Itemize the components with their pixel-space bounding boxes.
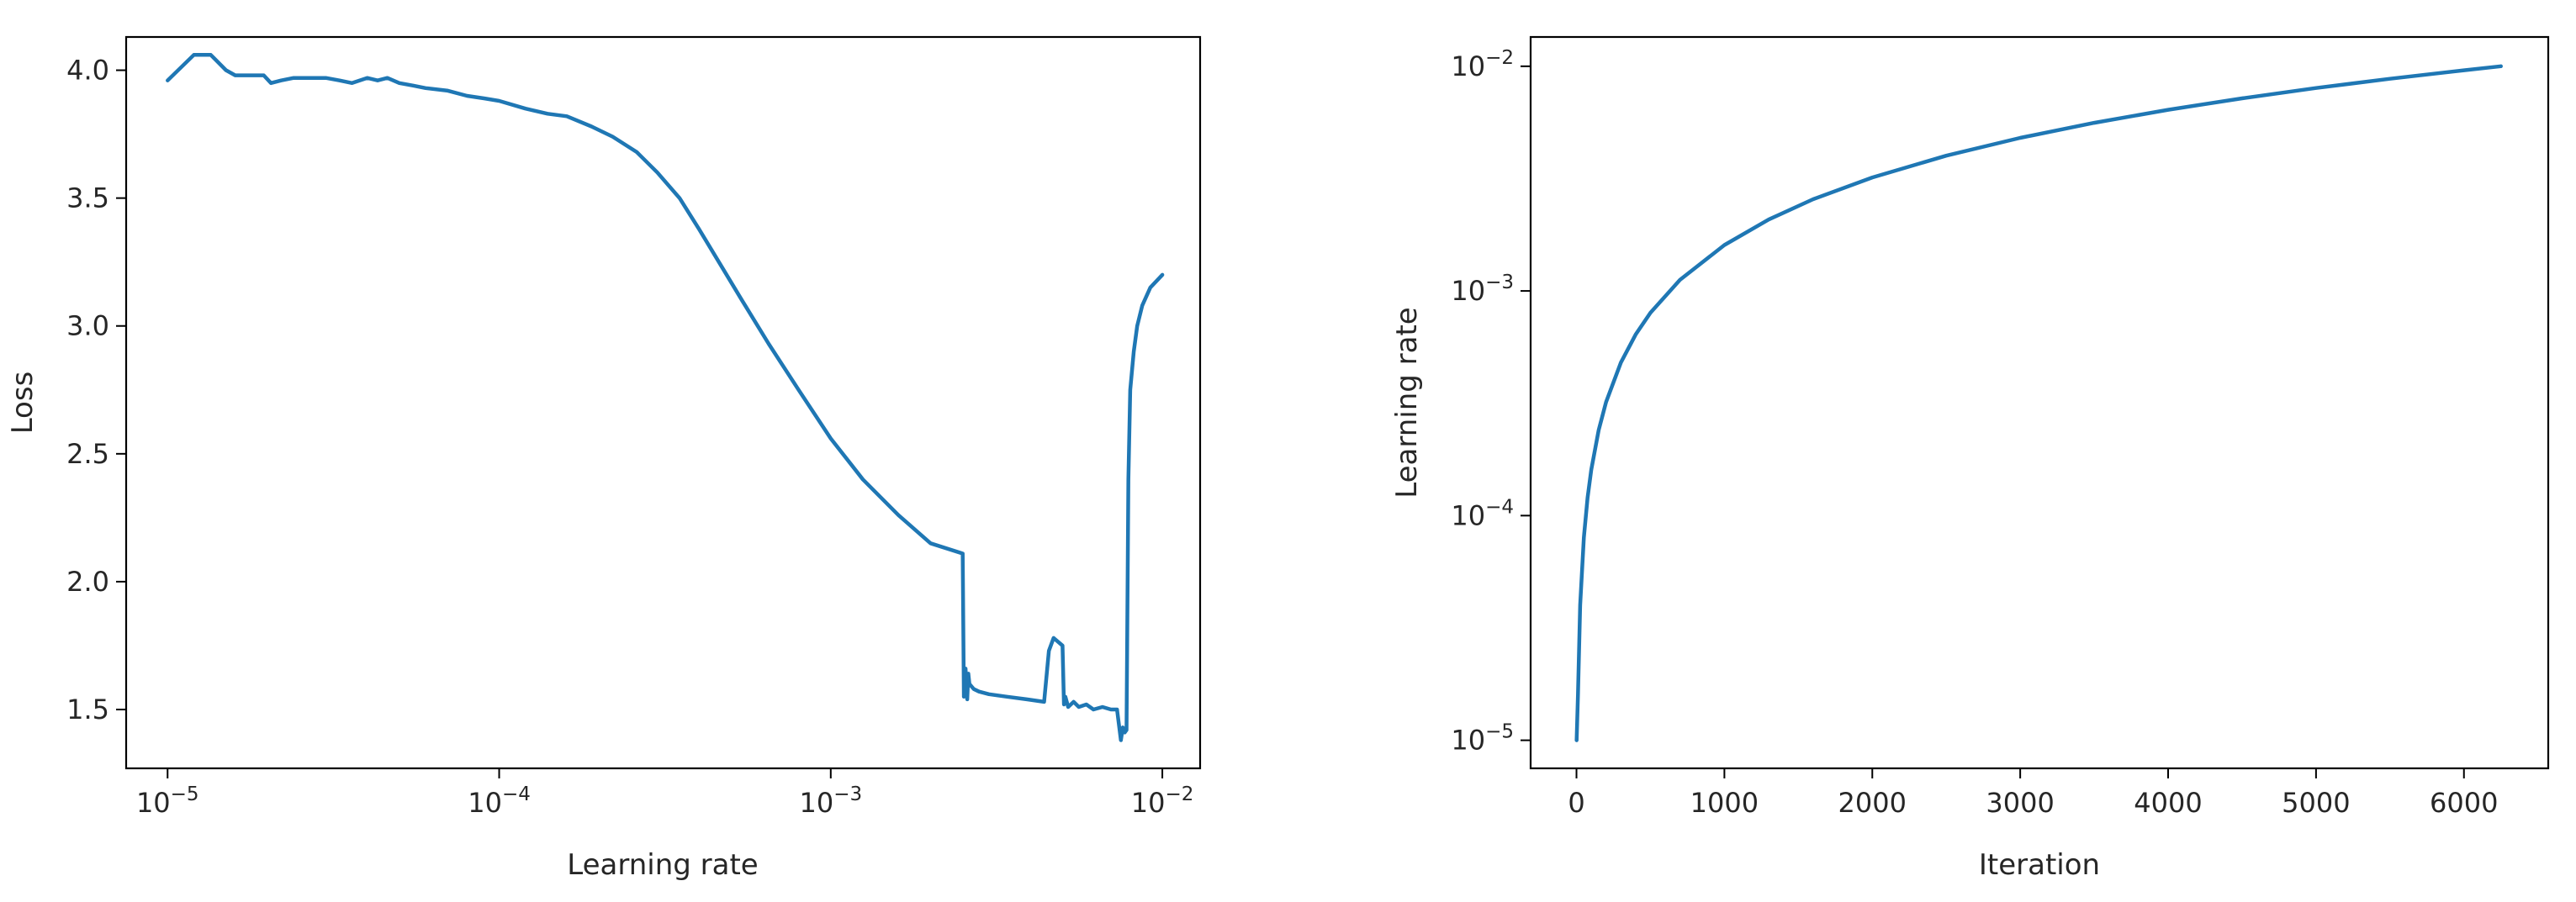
- chart1-y-tick-label-base: 10: [1451, 50, 1485, 82]
- chart0-x-tick-label-exponent: −3: [833, 783, 862, 805]
- chart0-x-tick-label: 10−2: [1131, 783, 1194, 819]
- chart1-y-tick-label-base: 10: [1451, 275, 1485, 307]
- chart1-x-tick-label: 2000: [1838, 787, 1907, 819]
- chart1-y-tick-label: 10−5: [1451, 721, 1514, 757]
- chart0-x-tick-label-base: 10: [136, 787, 171, 819]
- chart0-y-tick-label: 3.0: [66, 310, 109, 342]
- chart1-y-tick-label-base: 10: [1451, 725, 1485, 757]
- chart0-x-tick-label-base: 10: [799, 787, 833, 819]
- loss-vs-learning-rate-chart: 10−5 10−4 10−3 10−2 1.52.02.53.03.54.0 Lear…: [6, 35, 1202, 882]
- chart1-x-tick-label: 4000: [2134, 787, 2202, 819]
- loss-chart-axes-frame: [124, 35, 1202, 770]
- chart1-x-tick-label: 1000: [1690, 787, 1759, 819]
- learning-rate-curve-line: [1574, 64, 2503, 742]
- lr-chart-axes-frame: [1529, 35, 2550, 770]
- chart0-x-tick-label: 10−4: [468, 783, 531, 819]
- chart1-y-tick-label-exponent: −3: [1485, 272, 1514, 293]
- chart1-y-tick-label-exponent: −5: [1485, 721, 1514, 743]
- loss-chart-x-ticks: 10−5 10−4 10−3 10−2: [136, 768, 1193, 819]
- chart0-y-tick-label: 1.5: [66, 694, 109, 725]
- chart0-x-tick-label-exponent: −5: [171, 783, 199, 805]
- chart0-x-tick-label-exponent: −2: [1165, 783, 1193, 805]
- chart0-x-tick-label-base: 10: [1131, 787, 1166, 819]
- chart1-y-tick-label-exponent: −2: [1485, 47, 1514, 69]
- loss-curve-line: [166, 53, 1165, 742]
- chart1-x-tick-label: 0: [1568, 787, 1584, 819]
- loss-chart-y-ticks: 1.5 2.0 2.5 3.0 3.5 4.0: [66, 55, 126, 725]
- chart0-y-tick-label: 4.0: [66, 55, 109, 87]
- lr-chart-x-axis-label: Iteration: [1979, 848, 2100, 882]
- chart1-y-tick-label-base: 10: [1451, 499, 1485, 531]
- learning-rate-vs-iteration-chart: 0 1000 2000 3000 4000 5000 6000 10−510−410−310…: [1390, 35, 2550, 882]
- chart1-y-tick-label: 10−4: [1451, 496, 1514, 531]
- chart0-x-tick-label: 10−5: [136, 783, 199, 819]
- lr-chart-y-ticks: 10−510−410−310−2: [1451, 47, 1531, 757]
- chart0-y-tick-label: 2.0: [66, 566, 109, 598]
- chart1-y-tick-label-exponent: −4: [1485, 496, 1514, 518]
- lr-chart-y-axis-label: Learning rate: [1390, 307, 1424, 498]
- chart1-x-tick-label: 6000: [2430, 787, 2498, 819]
- loss-chart-y-axis-label: Loss: [6, 372, 40, 435]
- chart1-y-tick-label: 10−3: [1451, 272, 1514, 307]
- chart1-x-tick-label: 5000: [2282, 787, 2350, 819]
- lr-chart-x-ticks: 0 1000 2000 3000 4000 5000 6000: [1568, 768, 2498, 819]
- chart1-x-tick-label: 3000: [1986, 787, 2054, 819]
- chart0-y-tick-label: 2.5: [66, 438, 109, 470]
- chart1-y-tick-label: 10−2: [1451, 47, 1514, 82]
- loss-chart-x-axis-label: Learning rate: [567, 848, 758, 882]
- chart0-x-tick-label-base: 10: [468, 787, 502, 819]
- chart0-y-tick-label: 3.5: [66, 182, 109, 214]
- chart0-x-tick-label: 10−3: [799, 783, 862, 819]
- chart0-x-tick-label-exponent: −4: [502, 783, 531, 805]
